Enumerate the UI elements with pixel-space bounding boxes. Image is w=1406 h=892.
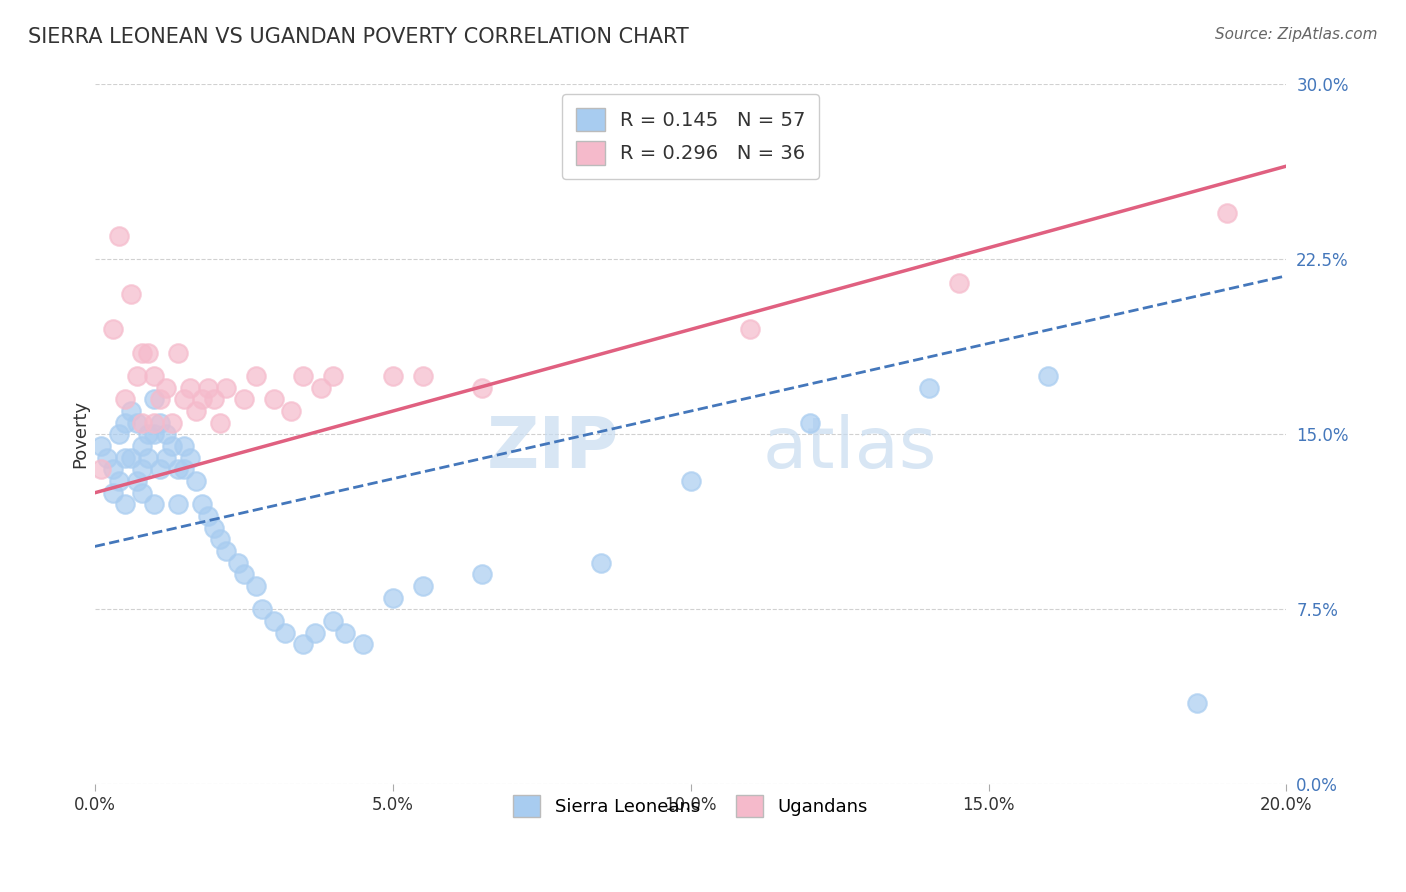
Point [114, 392, 136, 407]
Point [245, 579, 267, 593]
Point [120, 287, 142, 301]
Point [96, 450, 118, 465]
Legend: Sierra Leoneans, Ugandans: Sierra Leoneans, Ugandans [506, 788, 876, 824]
Point [1185, 696, 1208, 710]
Point [1036, 369, 1059, 384]
Point [202, 392, 225, 407]
Point [131, 416, 153, 430]
Point [114, 450, 136, 465]
Point [208, 416, 231, 430]
Point [591, 556, 613, 570]
Point [263, 392, 285, 407]
Y-axis label: Poverty: Poverty [72, 401, 89, 468]
Point [114, 498, 136, 512]
Point [280, 404, 302, 418]
Point [131, 439, 153, 453]
Text: atlas: atlas [762, 414, 936, 483]
Point [138, 450, 160, 465]
Point [120, 450, 142, 465]
Point [149, 392, 172, 407]
Point [381, 591, 404, 605]
Point [679, 474, 702, 488]
Point [197, 381, 219, 395]
Point [107, 229, 129, 244]
Point [799, 416, 821, 430]
Point [948, 276, 970, 290]
Point [101, 322, 124, 336]
Point [352, 637, 374, 651]
Point [292, 637, 315, 651]
Point [143, 369, 166, 384]
Point [149, 462, 172, 476]
Point [155, 450, 177, 465]
Point [120, 404, 142, 418]
Point [184, 404, 207, 418]
Point [173, 462, 195, 476]
Point [274, 625, 297, 640]
Point [263, 614, 285, 628]
Point [245, 369, 267, 384]
Text: Source: ZipAtlas.com: Source: ZipAtlas.com [1215, 27, 1378, 42]
Point [107, 474, 129, 488]
Point [125, 416, 148, 430]
Point [202, 521, 225, 535]
Point [143, 416, 166, 430]
Point [155, 381, 177, 395]
Point [250, 602, 273, 616]
Point [304, 625, 326, 640]
Point [471, 381, 494, 395]
Point [143, 427, 166, 442]
Point [191, 498, 214, 512]
Point [138, 345, 160, 359]
Point [191, 392, 214, 407]
Point [131, 462, 153, 476]
Point [471, 567, 494, 582]
Point [107, 427, 129, 442]
Point [412, 579, 434, 593]
Point [101, 462, 124, 476]
Point [322, 369, 344, 384]
Point [125, 474, 148, 488]
Point [292, 369, 315, 384]
Point [215, 381, 238, 395]
Point [226, 556, 249, 570]
Point [167, 462, 190, 476]
Point [179, 450, 201, 465]
Point [101, 485, 124, 500]
Point [232, 567, 254, 582]
Point [1216, 206, 1239, 220]
Point [143, 392, 166, 407]
Point [90, 439, 112, 453]
Point [167, 498, 190, 512]
Point [143, 498, 166, 512]
Point [918, 381, 941, 395]
Point [232, 392, 254, 407]
Point [173, 392, 195, 407]
Point [90, 462, 112, 476]
Point [197, 509, 219, 524]
Point [412, 369, 434, 384]
Point [184, 474, 207, 488]
Point [179, 381, 201, 395]
Point [138, 427, 160, 442]
Point [333, 625, 356, 640]
Point [381, 369, 404, 384]
Point [173, 439, 195, 453]
Point [208, 533, 231, 547]
Point [162, 439, 184, 453]
Point [149, 416, 172, 430]
Point [215, 544, 238, 558]
Point [114, 416, 136, 430]
Point [131, 345, 153, 359]
Point [309, 381, 332, 395]
Point [131, 485, 153, 500]
Point [322, 614, 344, 628]
Point [740, 322, 762, 336]
Point [162, 416, 184, 430]
Text: SIERRA LEONEAN VS UGANDAN POVERTY CORRELATION CHART: SIERRA LEONEAN VS UGANDAN POVERTY CORREL… [28, 27, 689, 46]
Point [125, 369, 148, 384]
Point [155, 427, 177, 442]
Point [167, 345, 190, 359]
Text: ZIP: ZIP [486, 414, 619, 483]
